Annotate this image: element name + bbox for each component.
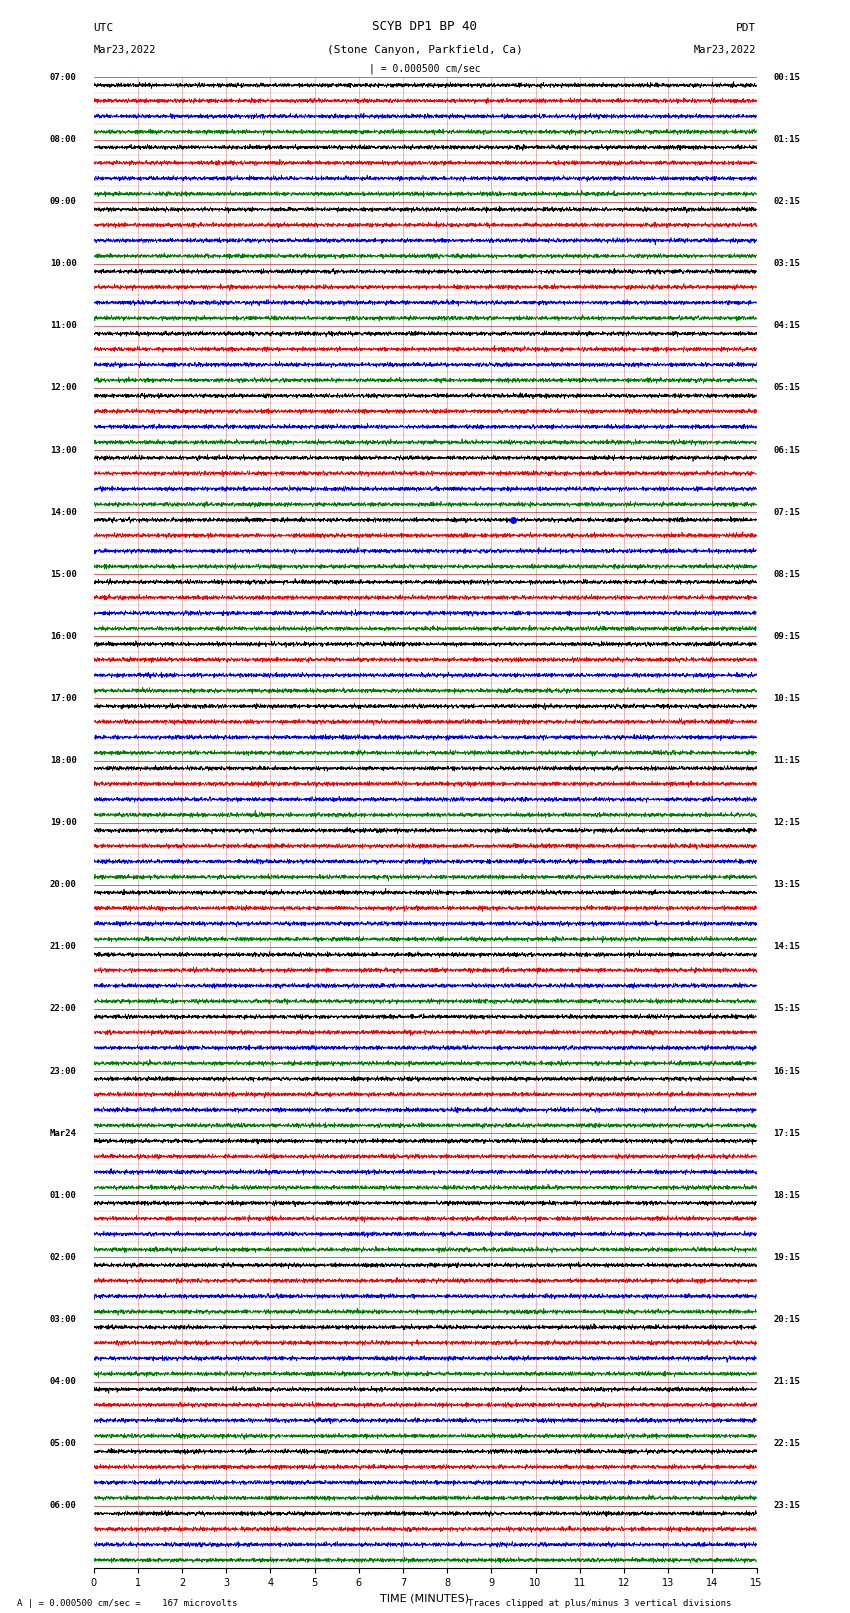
Text: 10:00: 10:00 xyxy=(50,260,76,268)
Text: UTC: UTC xyxy=(94,23,114,32)
Text: 07:15: 07:15 xyxy=(774,508,800,516)
Text: 03:15: 03:15 xyxy=(774,260,800,268)
Text: 00:15: 00:15 xyxy=(774,73,800,82)
Text: 23:15: 23:15 xyxy=(774,1502,800,1510)
Text: 18:15: 18:15 xyxy=(774,1190,800,1200)
Text: 02:15: 02:15 xyxy=(774,197,800,206)
Text: 05:15: 05:15 xyxy=(774,384,800,392)
Text: 02:00: 02:00 xyxy=(50,1253,76,1261)
Text: 20:00: 20:00 xyxy=(50,881,76,889)
Text: A | = 0.000500 cm/sec =    167 microvolts: A | = 0.000500 cm/sec = 167 microvolts xyxy=(17,1598,237,1608)
Text: 06:00: 06:00 xyxy=(50,1502,76,1510)
Text: PDT: PDT xyxy=(736,23,756,32)
Text: 12:15: 12:15 xyxy=(774,818,800,827)
Text: | = 0.000500 cm/sec: | = 0.000500 cm/sec xyxy=(369,65,481,74)
Text: 16:00: 16:00 xyxy=(50,632,76,640)
Text: 04:15: 04:15 xyxy=(774,321,800,331)
Text: 21:00: 21:00 xyxy=(50,942,76,952)
Text: 19:15: 19:15 xyxy=(774,1253,800,1261)
Text: 18:00: 18:00 xyxy=(50,756,76,765)
Text: 16:15: 16:15 xyxy=(774,1066,800,1076)
Text: 06:15: 06:15 xyxy=(774,445,800,455)
Text: SCYB DP1 BP 40: SCYB DP1 BP 40 xyxy=(372,19,478,32)
Text: 22:15: 22:15 xyxy=(774,1439,800,1448)
Text: 17:15: 17:15 xyxy=(774,1129,800,1137)
Text: 04:00: 04:00 xyxy=(50,1378,76,1386)
Text: 11:15: 11:15 xyxy=(774,756,800,765)
Text: 09:15: 09:15 xyxy=(774,632,800,640)
Text: 22:00: 22:00 xyxy=(50,1005,76,1013)
Text: 01:00: 01:00 xyxy=(50,1190,76,1200)
Text: 12:00: 12:00 xyxy=(50,384,76,392)
Text: 14:15: 14:15 xyxy=(774,942,800,952)
Text: (Stone Canyon, Parkfield, Ca): (Stone Canyon, Parkfield, Ca) xyxy=(327,45,523,55)
Text: 08:00: 08:00 xyxy=(50,135,76,144)
Text: 05:00: 05:00 xyxy=(50,1439,76,1448)
Text: 13:00: 13:00 xyxy=(50,445,76,455)
Text: 09:00: 09:00 xyxy=(50,197,76,206)
Text: 15:15: 15:15 xyxy=(774,1005,800,1013)
Text: 10:15: 10:15 xyxy=(774,694,800,703)
Text: Mar24: Mar24 xyxy=(50,1129,76,1137)
Text: 13:15: 13:15 xyxy=(774,881,800,889)
Text: 14:00: 14:00 xyxy=(50,508,76,516)
Text: 21:15: 21:15 xyxy=(774,1378,800,1386)
Text: Mar23,2022: Mar23,2022 xyxy=(694,45,756,55)
Text: 23:00: 23:00 xyxy=(50,1066,76,1076)
X-axis label: TIME (MINUTES): TIME (MINUTES) xyxy=(381,1594,469,1603)
Text: 08:15: 08:15 xyxy=(774,569,800,579)
Text: 20:15: 20:15 xyxy=(774,1315,800,1324)
Text: 11:00: 11:00 xyxy=(50,321,76,331)
Text: 01:15: 01:15 xyxy=(774,135,800,144)
Text: 17:00: 17:00 xyxy=(50,694,76,703)
Text: 15:00: 15:00 xyxy=(50,569,76,579)
Text: Mar23,2022: Mar23,2022 xyxy=(94,45,156,55)
Text: 03:00: 03:00 xyxy=(50,1315,76,1324)
Text: Traces clipped at plus/minus 3 vertical divisions: Traces clipped at plus/minus 3 vertical … xyxy=(468,1598,731,1608)
Text: 07:00: 07:00 xyxy=(50,73,76,82)
Text: 19:00: 19:00 xyxy=(50,818,76,827)
